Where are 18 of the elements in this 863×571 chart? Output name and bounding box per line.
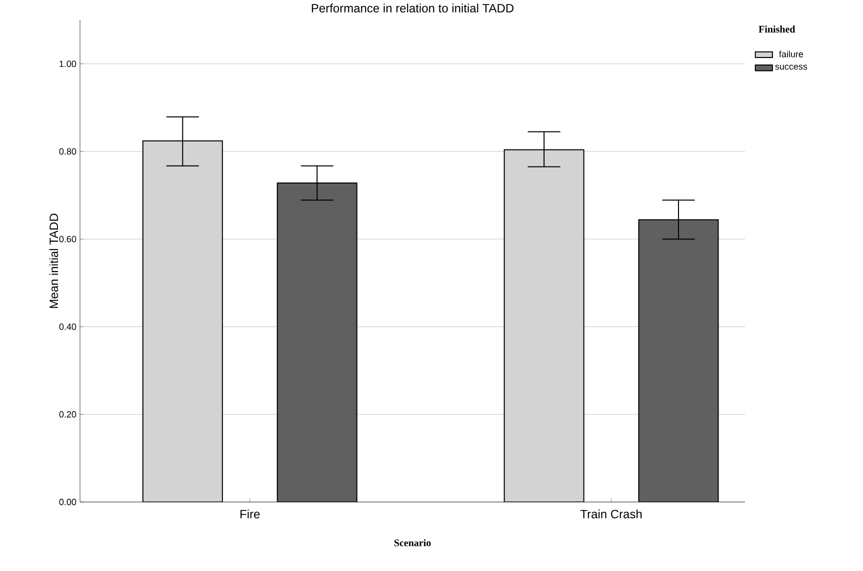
y-tick-label: 0.80 [59, 148, 76, 155]
x-tick-label: Fire [240, 510, 260, 518]
bar [504, 149, 584, 502]
bar [142, 140, 223, 502]
legend-title: Finished [758, 26, 796, 33]
bar [276, 182, 358, 502]
chart-title: Performance in relation to initial TADD [312, 4, 514, 12]
legend-label: success [775, 64, 808, 70]
x-axis-title: Scenario [394, 539, 431, 546]
y-tick-label: 1.00 [60, 60, 76, 68]
x-tick-label: Train Crash [580, 510, 642, 518]
y-tick-label: 0.20 [59, 411, 76, 418]
y-tick-label: 0.00 [59, 498, 76, 506]
y-tick-label: 0.60 [59, 236, 76, 242]
legend-label: failure [779, 50, 804, 58]
bar [638, 219, 719, 502]
y-axis-title: Mean initial TADD [49, 214, 58, 308]
y-tick-label: 0.40 [59, 324, 76, 330]
